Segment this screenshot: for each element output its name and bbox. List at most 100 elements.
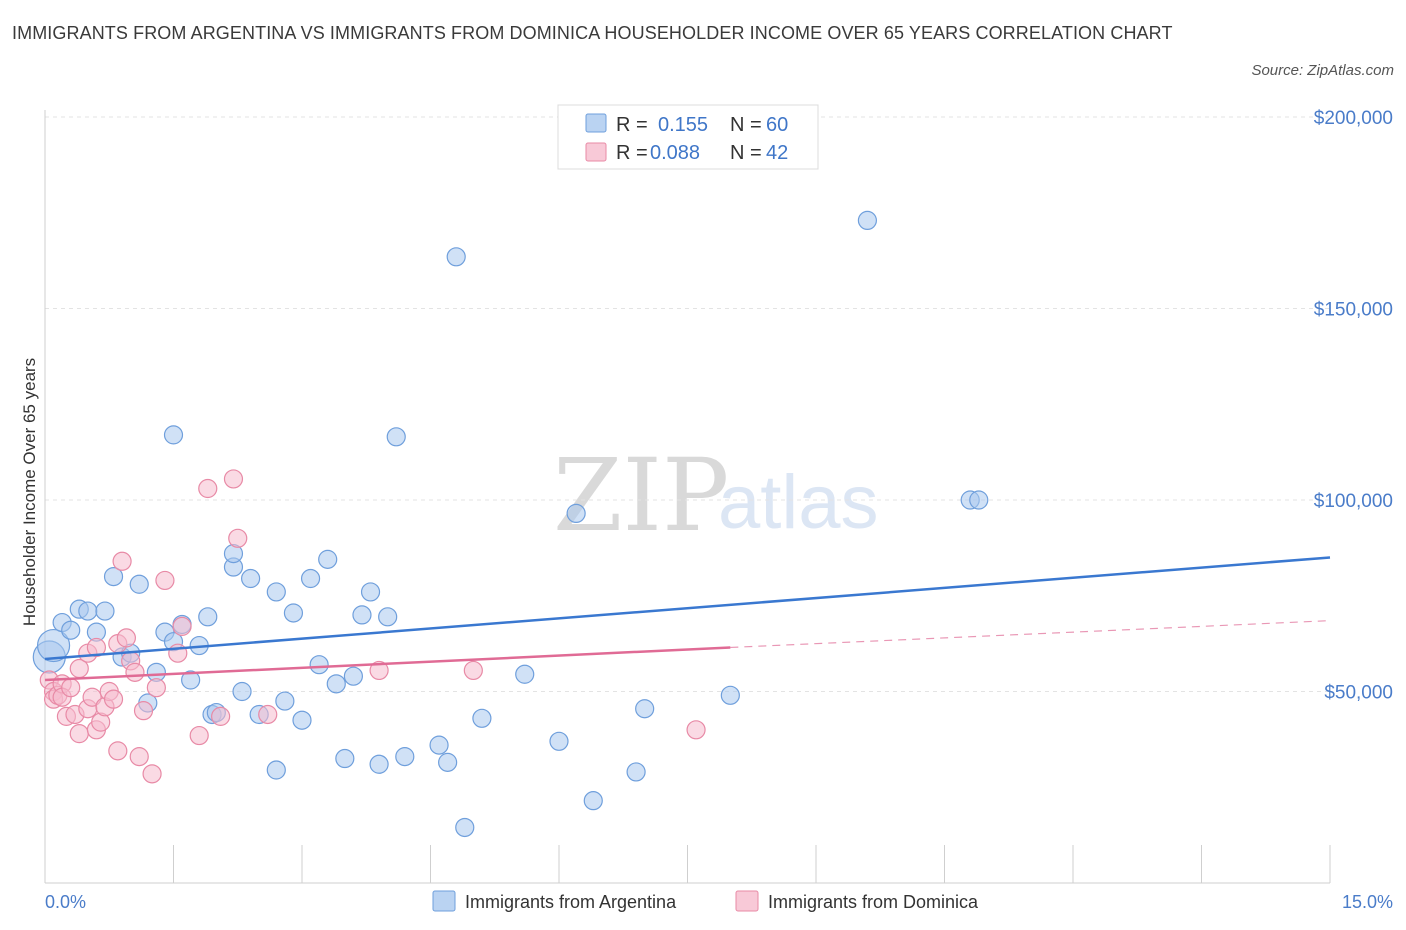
point-dominica-37	[228, 528, 248, 548]
x-tick-label-start: 0.0%	[45, 892, 86, 912]
point-dominica-33	[189, 725, 209, 746]
legend-n-label-dominica: N =	[730, 142, 762, 164]
point-dominica-25	[125, 662, 145, 682]
point-argentina-47	[446, 247, 466, 267]
point-dominica-38	[258, 704, 278, 725]
y-tick-labels: $50,000 $100,000 $150,000 $200,000	[1314, 108, 1393, 704]
series-legend: Immigrants from Argentina Immigrants fro…	[432, 890, 979, 912]
legend-n-value-argentina: 60	[766, 114, 788, 136]
point-argentina-42	[378, 607, 398, 627]
point-argentina-32	[292, 710, 312, 730]
point-dominica-26	[129, 747, 149, 767]
point-dominica-32	[172, 616, 192, 636]
point-dominica-27	[133, 701, 154, 721]
point-argentina-53	[583, 791, 603, 811]
series-legend-label-argentina: Immigrants from Argentina	[465, 892, 677, 912]
point-argentina-35	[318, 549, 338, 569]
point-argentina-34	[309, 655, 329, 675]
point-argentina-48	[455, 817, 475, 838]
point-argentina-41	[369, 754, 389, 774]
point-argentina-44	[395, 747, 415, 767]
point-argentina-7	[95, 601, 115, 621]
point-argentina-54	[626, 762, 646, 782]
point-dominica-19	[103, 689, 124, 709]
point-argentina-5	[78, 601, 98, 621]
point-argentina-11	[129, 574, 149, 594]
point-dominica-40	[463, 660, 483, 681]
trend-lines	[44, 556, 1331, 682]
point-dominica-39	[369, 660, 389, 681]
point-argentina-52	[566, 503, 586, 524]
point-argentina-39	[352, 605, 372, 625]
series-legend-swatch-argentina	[432, 890, 456, 912]
point-argentina-26	[241, 568, 261, 589]
legend-n-value-dominica: 42	[766, 142, 788, 164]
y-axis-label: Householder Income Over 65 years	[20, 358, 39, 626]
axes	[44, 110, 1331, 884]
point-dominica-29	[146, 678, 166, 698]
point-argentina-31	[283, 603, 304, 623]
point-argentina-51	[549, 731, 569, 751]
y-tick-label-1: $100,000	[1314, 491, 1393, 512]
legend-n-label-argentina: N =	[730, 114, 762, 136]
point-argentina-49	[472, 708, 492, 728]
point-dominica-35	[211, 706, 231, 726]
point-argentina-1	[36, 628, 71, 663]
legend-r-value-dominica: 0.088	[650, 142, 700, 164]
point-argentina-38	[343, 666, 363, 686]
trend-line-argentina	[44, 556, 1331, 661]
legend-swatch-argentina	[585, 113, 607, 133]
trend-line-dominica	[44, 646, 731, 682]
point-dominica-30	[155, 570, 175, 591]
point-argentina-55	[635, 699, 655, 719]
point-argentina-3	[61, 620, 81, 640]
point-argentina-59	[969, 490, 989, 510]
source-label: Source: ZipAtlas.com	[1251, 62, 1394, 79]
watermark-atlas: atlas	[718, 460, 879, 545]
point-dominica-21	[108, 741, 128, 761]
y-tick-label-3: $200,000	[1314, 108, 1393, 129]
point-argentina-33	[300, 568, 321, 589]
point-argentina-36	[326, 674, 346, 694]
point-argentina-29	[266, 760, 286, 780]
point-dominica-34	[198, 478, 218, 499]
point-dominica-41	[686, 720, 706, 740]
point-argentina-30	[275, 691, 295, 711]
point-argentina-45	[429, 735, 449, 755]
point-argentina-56	[720, 685, 740, 705]
series-legend-swatch-dominica	[735, 890, 759, 912]
grid-lines	[45, 116, 1330, 692]
point-dominica-22	[112, 551, 132, 571]
y-tick-label-0: $50,000	[1324, 683, 1393, 704]
point-argentina-20	[198, 607, 218, 627]
point-dominica-14	[86, 637, 107, 658]
series-legend-label-dominica: Immigrants from Dominica	[768, 892, 979, 912]
legend-r-label-dominica: R =	[616, 142, 648, 164]
point-dominica-23	[116, 628, 136, 648]
point-argentina-57	[857, 210, 878, 231]
point-dominica-28	[142, 764, 162, 784]
trend-line-extension-dominica	[730, 620, 1331, 649]
y-tick-label-2: $150,000	[1314, 300, 1393, 321]
point-argentina-25	[232, 681, 252, 702]
stats-legend: R = 0.155 N = 60 R = 0.088 N = 42	[557, 104, 819, 170]
point-argentina-50	[515, 664, 535, 684]
legend-swatch-dominica	[585, 142, 607, 162]
x-tick-label-end: 15.0%	[1342, 892, 1393, 912]
point-argentina-37	[335, 748, 355, 769]
point-argentina-43	[386, 427, 406, 447]
point-dominica-13	[82, 687, 102, 707]
point-dominica-36	[223, 469, 244, 489]
x-tick-labels: 0.0% 15.0%	[45, 892, 1393, 912]
legend-r-value-argentina: 0.155	[658, 114, 708, 136]
watermark-zip: ZIP	[553, 437, 729, 554]
point-argentina-8	[103, 566, 124, 587]
point-argentina-16	[163, 425, 184, 445]
point-argentina-28	[266, 582, 286, 602]
point-argentina-18	[181, 670, 201, 690]
point-argentina-40	[360, 582, 381, 602]
point-dominica-7	[61, 678, 81, 698]
scatter-points	[32, 210, 989, 838]
chart-title: IMMIGRANTS FROM ARGENTINA VS IMMIGRANTS …	[12, 23, 1173, 43]
